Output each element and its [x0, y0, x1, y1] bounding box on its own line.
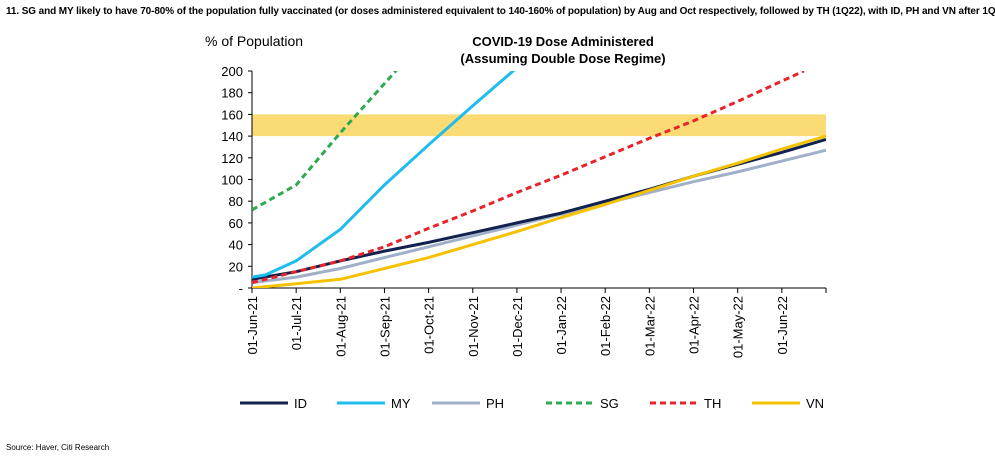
legend-label-sg: SG: [600, 396, 619, 411]
legend-label-th: TH: [704, 396, 721, 411]
y-tick-label: 40: [229, 238, 243, 253]
x-tick-label: 01-May-22: [731, 296, 746, 358]
chart-title: COVID-19 Dose Administered: [472, 34, 654, 49]
y-tick-label: 80: [229, 194, 243, 209]
x-tick-label: 01-Sep-21: [377, 296, 392, 357]
series-line-sg: [252, 71, 398, 212]
series-line-vn: [252, 134, 826, 288]
chart-subtitle: (Assuming Double Dose Regime): [460, 51, 665, 66]
x-tick-label: 01-Jan-22: [554, 296, 569, 355]
y-tick-label: 20: [229, 259, 243, 274]
x-tick-label: 01-Dec-21: [510, 296, 525, 357]
y-axis-label: % of Population: [205, 33, 303, 49]
y-tick-label: 140: [221, 129, 243, 144]
legend-label-vn: VN: [806, 396, 824, 411]
x-tick-label: 01-Jun-22: [775, 296, 790, 355]
x-tick-label: 01-Oct-21: [422, 296, 437, 354]
target-band: [252, 114, 826, 137]
y-tick-label: 200: [221, 64, 243, 79]
x-tick-label: 01-Jun-21: [245, 296, 260, 355]
legend-label-ph: PH: [486, 396, 504, 411]
legend-label-my: MY: [391, 396, 411, 411]
series-line-ph: [252, 148, 826, 285]
legend-label-id: ID: [294, 396, 307, 411]
source-note: Source: Haver, Citi Research: [6, 443, 110, 452]
y-tick-label: 120: [221, 151, 243, 166]
x-tick-label: 01-Mar-22: [642, 296, 657, 356]
y-tick-label: 160: [221, 107, 243, 122]
x-tick-label: 01-Apr-22: [687, 296, 702, 354]
x-tick-label: 01-Feb-22: [598, 296, 613, 356]
x-tick-label: 01-Nov-21: [466, 296, 481, 357]
y-tick-label: 180: [221, 86, 243, 101]
x-tick-label: 01-Aug-21: [333, 296, 348, 357]
x-tick-label: 01-Jul-21: [289, 296, 304, 350]
series-line-my: [252, 71, 516, 279]
figure-heading: 11. SG and MY likely to have 70-80% of t…: [6, 6, 995, 17]
series-line-id: [252, 137, 826, 281]
series-line-th: [252, 71, 805, 285]
y-tick-label: -: [239, 281, 243, 296]
y-tick-label: 60: [229, 216, 243, 231]
y-tick-label: 100: [221, 173, 243, 188]
